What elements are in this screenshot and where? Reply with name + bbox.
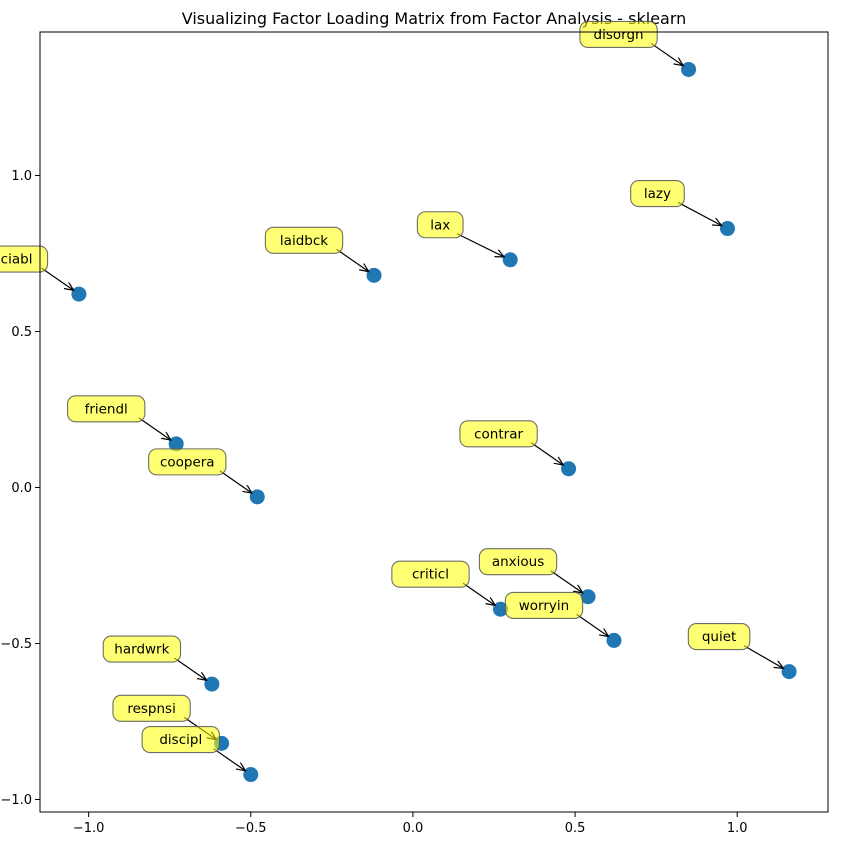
annotation-arrow (677, 202, 721, 226)
annotation-label: discipl (159, 732, 202, 748)
annotation-label: worryin (519, 598, 569, 614)
data-point-discipl (243, 767, 259, 783)
annotation-arrow (174, 657, 206, 680)
annotation-discipl: discipl (141, 726, 245, 771)
annotation-label: laidbck (280, 233, 328, 249)
data-point-sociabl (71, 286, 87, 302)
y-tick-label: 0.5 (11, 325, 32, 340)
annotation-arrow (743, 645, 783, 668)
annotation-box (0, 245, 49, 273)
annotation-label: coopera (160, 454, 215, 470)
data-point-anxious (580, 589, 596, 605)
data-point-disorgn (681, 61, 697, 77)
annotation-anxious: anxious (478, 548, 582, 593)
annotation-hardwrk: hardwrk (102, 635, 206, 680)
annotation-box (148, 448, 227, 476)
annotation-arrow (138, 417, 170, 440)
data-point-worryin (606, 632, 622, 648)
annotation-label: respnsi (127, 701, 176, 717)
annotation-arrow (336, 248, 368, 271)
x-tick-label: 0.5 (565, 821, 586, 836)
annotation-arrow (213, 748, 244, 771)
annotation-label: anxious (492, 554, 544, 570)
annotation-label: lazy (644, 186, 671, 202)
annotation-box (391, 560, 470, 588)
data-point-hardwrk (204, 676, 220, 692)
y-tick-label: 1.0 (11, 169, 32, 184)
annotation-lazy: lazy (630, 180, 721, 226)
data-point-laidbck (366, 267, 382, 283)
annotation-box (264, 226, 344, 254)
annotation-disorgn: disorgn (579, 20, 683, 65)
annotation-box (459, 420, 538, 448)
y-tick-label: −0.5 (0, 637, 32, 652)
annotation-arrow (650, 42, 682, 65)
data-point-criticl (492, 601, 508, 617)
annotation-box (112, 694, 191, 722)
annotation-label: criticl (412, 567, 449, 583)
annotation-label: sociabl (0, 252, 32, 268)
x-tick-label: −0.5 (235, 821, 267, 836)
axes: −1.0 −0.5 0.0 0.5 1.0 −1.0 −0.5 0.0 0.5 1.0 (0, 31, 829, 836)
annotation-box (504, 591, 584, 619)
annotation-box (687, 623, 751, 651)
annotation-arrow (41, 267, 73, 290)
axes-frame (39, 31, 829, 813)
annotation-lax: lax (416, 211, 503, 257)
data-point-contrar (561, 461, 577, 477)
annotation-box (66, 395, 146, 423)
y-tick-label: 0.0 (11, 481, 32, 496)
data-point-quiet (781, 664, 797, 680)
annotation-label: disorgn (594, 27, 644, 43)
annotation-label: contrar (474, 426, 523, 442)
annotation-box (102, 635, 182, 663)
x-tick-label: 1.0 (727, 821, 748, 836)
annotation-arrow (530, 442, 562, 465)
annotation-label: quiet (702, 629, 736, 645)
annotation-quiet: quiet (687, 623, 783, 668)
x-tick-label: 0.0 (403, 821, 424, 836)
annotation-label: friendl (85, 401, 128, 417)
annotation-arrow (219, 470, 251, 493)
annotation-box (478, 548, 558, 576)
annotation-respnsi: respnsi (112, 694, 216, 739)
plot-area: disorgn lazy lax laidbck sociabl friendl coope… (0, 20, 797, 783)
chart-title: Visualizing Factor Loading Matrix from F… (182, 9, 687, 28)
annotation-laidbck: laidbck (264, 226, 368, 271)
y-tick-label: −1.0 (0, 793, 32, 808)
annotation-label: lax (430, 217, 450, 233)
annotation-criticl: criticl (391, 560, 495, 605)
annotation-arrow (576, 613, 608, 636)
annotation-friendl: friendl (66, 395, 171, 440)
data-point-lax (502, 252, 518, 268)
annotation-sociabl: sociabl (0, 245, 73, 290)
annotation-arrow (462, 582, 494, 605)
data-point-coopera (249, 489, 265, 505)
data-point-friendl (168, 436, 184, 452)
annotation-contrar: contrar (459, 420, 563, 465)
annotation-box (416, 211, 464, 239)
annotation-coopera: coopera (148, 448, 252, 493)
annotation-worryin: worryin (504, 591, 608, 636)
annotation-box (579, 20, 658, 48)
annotation-label: hardwrk (114, 642, 169, 658)
annotation-arrow (456, 233, 503, 257)
annotation-arrow (550, 570, 582, 593)
x-tick-label: −1.0 (73, 821, 105, 836)
data-point-lazy (719, 221, 735, 237)
annotation-box (141, 726, 220, 754)
annotation-box (630, 180, 685, 208)
